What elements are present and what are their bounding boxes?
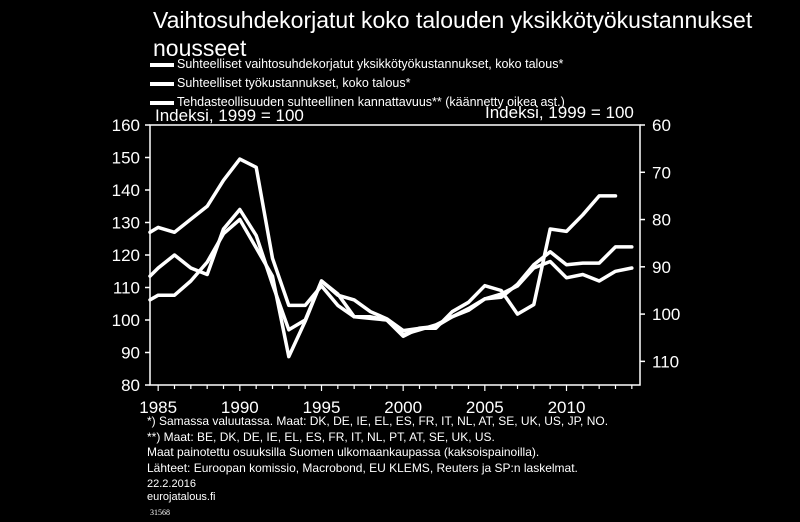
x-tick-label: 1985 (139, 398, 177, 417)
series-line-2 (148, 207, 634, 337)
plot-frame (149, 124, 641, 386)
chart-code: 31568 (150, 508, 170, 517)
legend-label-2: Suhteelliset työkustannukset, koko talou… (177, 76, 411, 90)
footnote-1: *) Samassa valuutassa. Maat: DK, DE, IE,… (147, 414, 609, 428)
left-tick-label: 140 (112, 181, 140, 200)
footnote-2: **) Maat: BE, DK, DE, IE, EL, ES, FR, IT… (147, 429, 495, 444)
chart-title: Vaihtosuhdekorjatut koko talouden yksikk… (153, 7, 753, 61)
legend-label-1: Suhteelliset vaihtosuhdekorjatut yksikkö… (177, 57, 564, 71)
legend: Suhteelliset vaihtosuhdekorjatut yksikkö… (150, 55, 565, 112)
x-tick-label: 2005 (466, 398, 504, 417)
right-axis-label: Indeksi, 1999 = 100 (485, 103, 634, 122)
x-tick-label: 1990 (221, 398, 259, 417)
legend-label-3: Tehdasteollisuuden suhteellinen kannatta… (177, 95, 565, 109)
series-line-1 (148, 157, 634, 339)
right-tick-label: 60 (652, 116, 671, 135)
footnote-3: Maat painotettu osuuksilla Suomen ulkoma… (147, 445, 540, 459)
left-tick-label: 90 (121, 344, 140, 363)
legend-item-2: Suhteelliset työkustannukset, koko talou… (150, 74, 565, 93)
right-tick-label: 80 (652, 211, 671, 230)
series-lines (148, 157, 634, 359)
left-tick-label: 130 (112, 214, 140, 233)
right-ticks: 60 70 80 90 100 110 (640, 116, 680, 371)
legend-swatch-1 (150, 62, 174, 67)
left-axis-label: Indeksi, 1999 = 100 (155, 106, 304, 125)
x-tick-label: 2000 (384, 398, 422, 417)
publish-date: 22.2.2016 (147, 478, 196, 490)
left-tick-label: 100 (112, 311, 140, 330)
x-ticks: 1985 1990 1995 2000 2005 2010 (139, 385, 633, 417)
legend-swatch-3 (150, 100, 174, 105)
x-tick-label: 2010 (548, 398, 586, 417)
left-tick-label: 150 (112, 149, 140, 168)
legend-swatch-2 (150, 81, 174, 86)
legend-item-3: Tehdasteollisuuden suhteellinen kannatta… (150, 93, 565, 112)
site-name: eurojatalous.fi (147, 491, 216, 503)
left-tick-label: 120 (112, 246, 140, 265)
footnotes: *) Samassa valuutassa. Maat: DK, DE, IE,… (147, 414, 608, 476)
legend-item-1: Suhteelliset vaihtosuhdekorjatut yksikkö… (150, 55, 565, 74)
left-ticks: 80 90 100 110 120 130 140 150 160 (112, 116, 150, 395)
left-tick-label: 80 (121, 376, 140, 395)
left-tick-label: 110 (113, 279, 140, 298)
x-tick-label: 1995 (303, 398, 341, 417)
footnote-4: Lähteet: Euroopan komissio, Macrobond, E… (147, 460, 578, 475)
series-line-3 (148, 194, 618, 359)
right-tick-label: 90 (652, 258, 671, 277)
right-tick-label: 100 (652, 305, 680, 324)
left-tick-label: 160 (112, 116, 140, 135)
right-tick-label: 70 (652, 163, 671, 182)
right-tick-label: 110 (652, 352, 679, 371)
